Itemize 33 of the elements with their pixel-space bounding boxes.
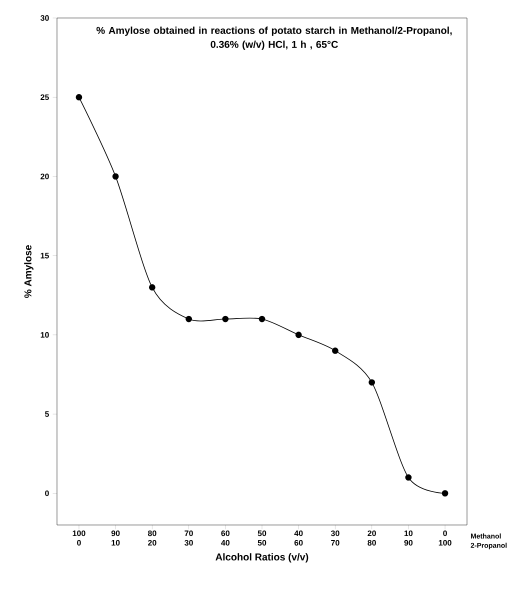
text: % Amylose obtained in reactions of potato starch in Methanol/2-Propanol,: [96, 26, 452, 36]
point: [332, 348, 338, 354]
point: [405, 474, 412, 481]
y-tick-label: 15: [40, 252, 49, 258]
text: 0.36% (w/v) HCl, 1 h , 65°C: [210, 40, 338, 50]
x-tick-label: 80 20: [148, 530, 156, 546]
point: [112, 173, 119, 180]
point: [222, 316, 229, 322]
y-tick-label: 0: [45, 490, 49, 496]
point: [258, 316, 266, 322]
y-tick-label: 20: [40, 174, 49, 180]
x-tick-label: 30 70: [330, 530, 340, 546]
point: [295, 332, 302, 338]
point: [186, 316, 192, 322]
x-axis-title: Alcohol Ratios (v/v): [216, 553, 308, 562]
x-tick-label: 20 80: [368, 530, 376, 546]
y-tick-label: 10: [40, 332, 49, 338]
x-tick-label: 100 0: [72, 530, 86, 546]
x-tick-label: 90 10: [111, 530, 120, 546]
point: [442, 490, 448, 497]
x-tick-label: 60 40: [221, 530, 230, 546]
y-tick-label: 25: [40, 94, 49, 100]
x-tick-label: 0 100: [438, 530, 452, 546]
x-tick-label: 10 90: [404, 530, 413, 546]
x-tick-label: 70 30: [184, 530, 193, 546]
point: [368, 379, 376, 386]
x-tick-label: 50 50: [258, 530, 266, 546]
y-tick-label: 5: [45, 411, 49, 417]
point: [76, 94, 82, 100]
y-axis-title: % Amylose: [24, 245, 34, 298]
x-tick-label: 40 60: [294, 530, 303, 546]
point: [148, 284, 156, 291]
y-tick-label: 30: [40, 15, 49, 21]
